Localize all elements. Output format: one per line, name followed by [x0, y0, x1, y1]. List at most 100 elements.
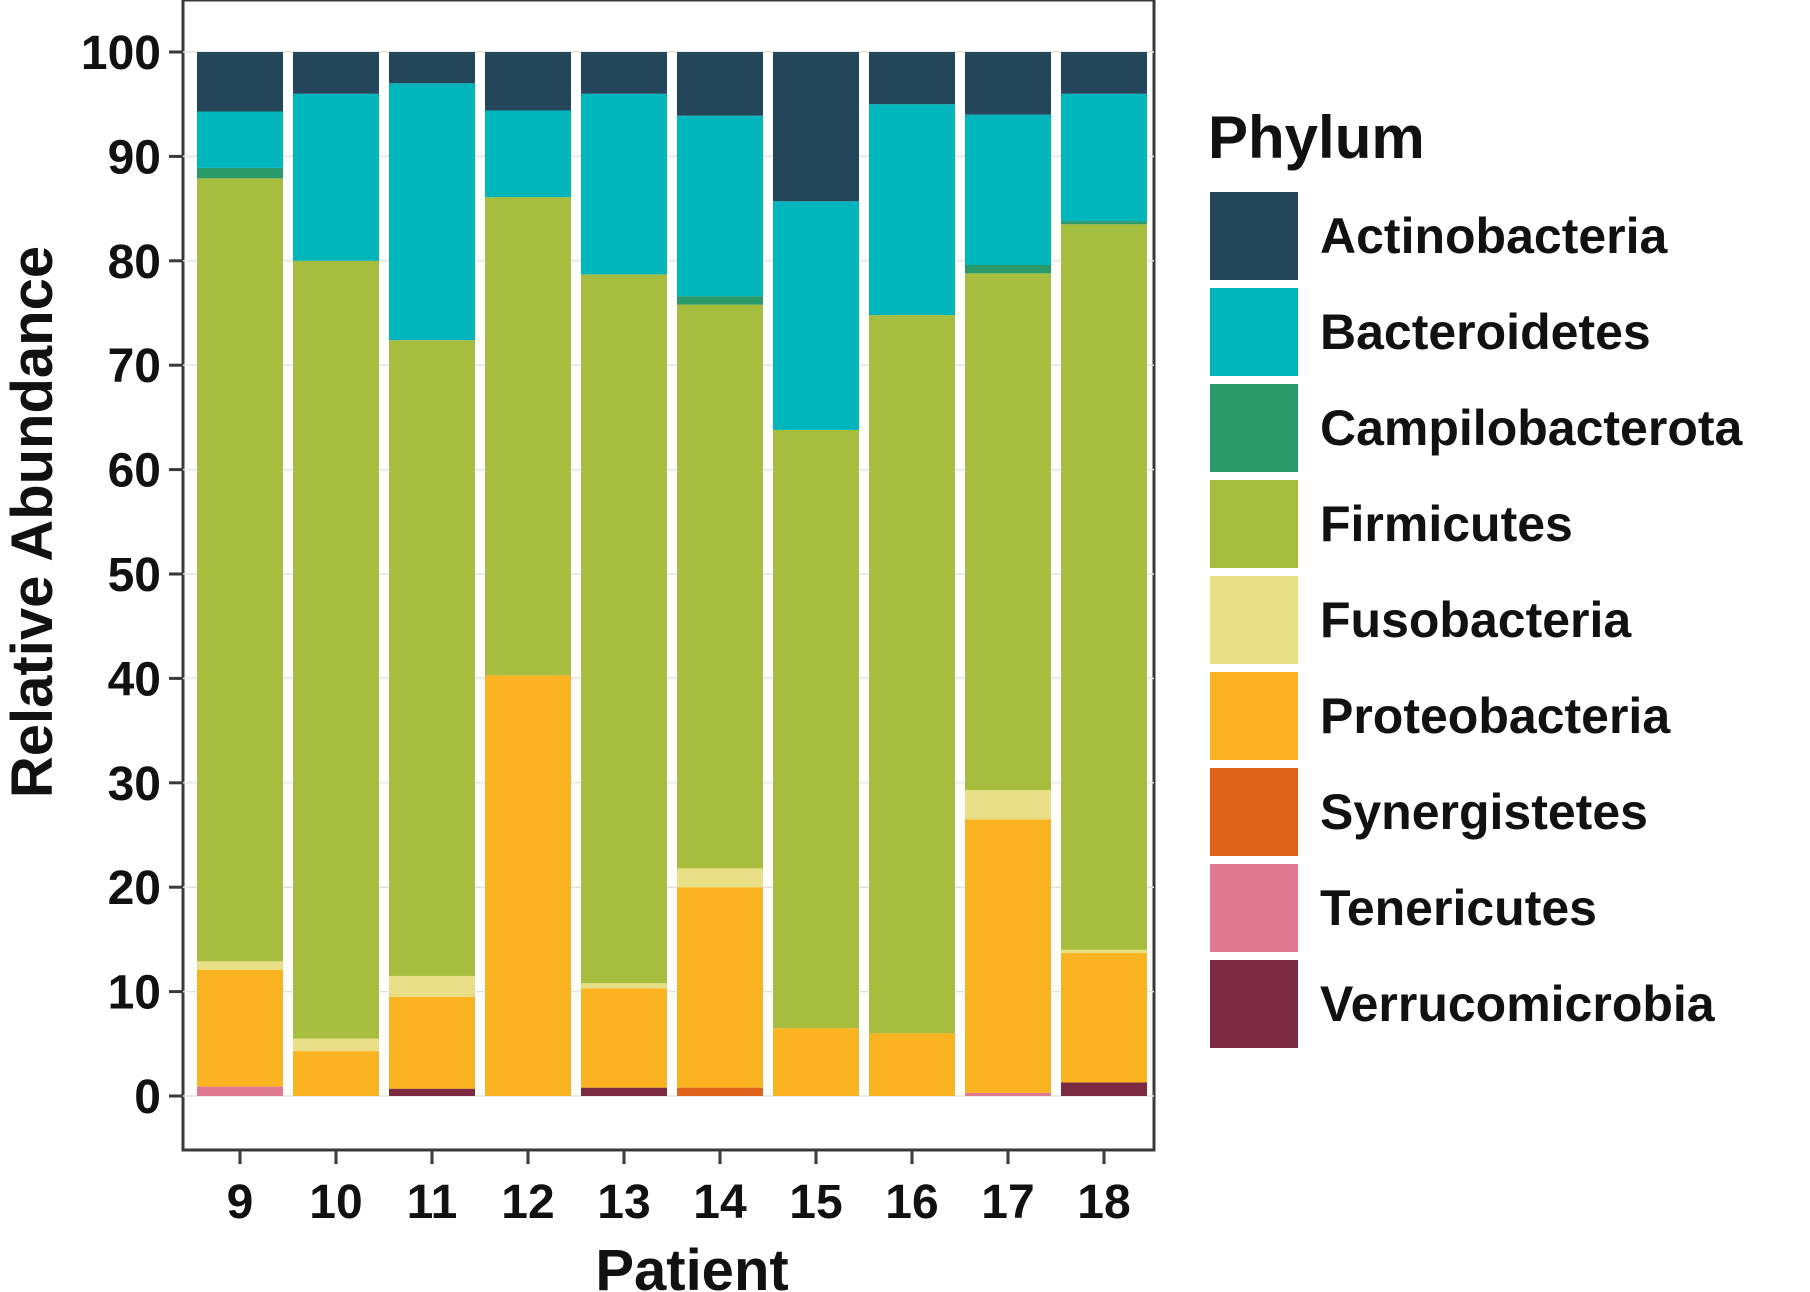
bar-segment-firmicutes: [389, 340, 475, 976]
bar-segment-tenericutes: [965, 1092, 1051, 1096]
bar-segment-proteobacteria: [485, 675, 571, 1096]
y-tick-label: 0: [134, 1071, 161, 1124]
y-tick-label: 40: [108, 653, 161, 706]
x-tick-label: 11: [407, 1176, 458, 1229]
bar-segment-fusobacteria: [581, 983, 667, 989]
bar-stack-patient-9: [197, 52, 283, 1096]
bar-segment-firmicutes: [1061, 224, 1147, 950]
bar-segment-campilobacterota: [965, 264, 1051, 274]
x-tick-label: 13: [597, 1176, 650, 1229]
legend-key: [1210, 672, 1298, 760]
legend-title: Phylum: [1208, 104, 1425, 171]
y-tick-label: 100: [81, 27, 161, 80]
bar-segment-bacteroidetes: [869, 104, 955, 316]
bar-stack-patient-17: [965, 52, 1051, 1096]
bar-segment-actinobacteria: [581, 52, 667, 94]
legend-key: [1210, 192, 1298, 280]
bar-segment-proteobacteria: [773, 1028, 859, 1096]
bar-segment-proteobacteria: [677, 887, 763, 1088]
bar-segment-firmicutes: [293, 260, 379, 1039]
y-axis-title: Relative Abundance: [0, 246, 65, 798]
x-axis-ticks: 9 10 11 12 13 14 15 16 17 18: [227, 1150, 1131, 1229]
bar-segment-fusobacteria: [389, 975, 475, 997]
bar-segment-bacteroidetes: [389, 83, 475, 341]
bar-stack-patient-11: [389, 52, 475, 1096]
bar-segment-actinobacteria: [869, 52, 955, 105]
bar-stack-patient-14: [677, 52, 763, 1096]
bar-segment-fusobacteria: [677, 868, 763, 888]
bar-segment-firmicutes: [581, 274, 667, 984]
legend-item-bacteroidetes: Bacteroidetes: [1210, 288, 1651, 376]
legend-label: Campilobacterota: [1320, 400, 1744, 456]
bar-segment-proteobacteria: [581, 988, 667, 1088]
bar-segment-actinobacteria: [965, 52, 1051, 115]
legend-item-verrucomicrobia: Verrucomicrobia: [1210, 960, 1716, 1048]
x-tick-label: 9: [227, 1176, 254, 1229]
bar-segment-fusobacteria: [293, 1038, 379, 1052]
bar-stack-patient-15: [773, 52, 859, 1096]
legend-key: [1210, 768, 1298, 856]
legend-label: Actinobacteria: [1320, 208, 1669, 264]
legend-key: [1210, 480, 1298, 568]
bars: [197, 52, 1147, 1096]
bar-segment-campilobacterota: [1061, 221, 1147, 225]
bar-segment-actinobacteria: [773, 52, 859, 202]
legend: Phylum Actinobacteria Bacteroidetes Campil…: [1208, 104, 1744, 1048]
plot-area: 0 10 20 30 40 50 60 70 80 90 100 9 10 11 12 13 14 15 16 17…: [81, 0, 1156, 1229]
bar-stack-patient-12: [485, 52, 571, 1096]
legend-label: Firmicutes: [1320, 496, 1573, 552]
bar-segment-firmicutes: [677, 304, 763, 869]
x-tick-label: 10: [309, 1176, 362, 1229]
y-tick-label: 20: [108, 862, 161, 915]
y-axis-ticks: 0 10 20 30 40 50 60 70 80 90 100: [81, 27, 183, 1124]
bar-segment-actinobacteria: [293, 52, 379, 94]
x-tick-label: 12: [501, 1176, 554, 1229]
y-tick-label: 50: [108, 549, 161, 602]
legend-key: [1210, 576, 1298, 664]
x-tick-label: 17: [981, 1176, 1034, 1229]
bar-segment-actinobacteria: [1061, 52, 1147, 94]
bar-segment-synergistetes: [677, 1087, 763, 1096]
bar-segment-firmicutes: [965, 273, 1051, 791]
legend-label: Tenericutes: [1320, 880, 1597, 936]
bar-segment-fusobacteria: [1061, 949, 1147, 953]
bar-segment-firmicutes: [485, 197, 571, 676]
legend-item-tenericutes: Tenericutes: [1210, 864, 1597, 952]
legend-key: [1210, 960, 1298, 1048]
bar-segment-proteobacteria: [389, 996, 475, 1089]
bar-stack-patient-18: [1061, 52, 1147, 1096]
bar-segment-actinobacteria: [485, 52, 571, 111]
bar-segment-proteobacteria: [965, 819, 1051, 1093]
y-tick-label: 80: [108, 236, 161, 289]
legend-item-campilobacterota: Campilobacterota: [1210, 384, 1744, 472]
bar-segment-bacteroidetes: [197, 111, 283, 168]
bar-segment-bacteroidetes: [965, 114, 1051, 265]
legend-label: Proteobacteria: [1320, 688, 1671, 744]
bar-stack-patient-10: [293, 52, 379, 1096]
bar-segment-tenericutes: [197, 1086, 283, 1096]
bar-segment-proteobacteria: [197, 969, 283, 1087]
x-tick-label: 18: [1077, 1176, 1130, 1229]
bar-segment-verrucomicrobia: [1061, 1082, 1147, 1096]
bar-segment-verrucomicrobia: [389, 1088, 475, 1096]
legend-key: [1210, 288, 1298, 376]
legend-item-actinobacteria: Actinobacteria: [1210, 192, 1669, 280]
bar-stack-patient-16: [869, 52, 955, 1096]
x-tick-label: 15: [789, 1176, 842, 1229]
bar-segment-firmicutes: [869, 315, 955, 1034]
bar-segment-campilobacterota: [677, 296, 763, 305]
legend-item-fusobacteria: Fusobacteria: [1210, 576, 1632, 664]
y-tick-label: 90: [108, 131, 161, 184]
x-tick-label: 16: [885, 1176, 938, 1229]
bar-segment-bacteroidetes: [677, 115, 763, 297]
legend-item-synergistetes: Synergistetes: [1210, 768, 1648, 856]
bar-segment-bacteroidetes: [581, 93, 667, 275]
bar-segment-bacteroidetes: [485, 110, 571, 198]
legend-item-proteobacteria: Proteobacteria: [1210, 672, 1671, 760]
bar-segment-proteobacteria: [869, 1033, 955, 1096]
y-tick-label: 10: [108, 967, 161, 1020]
legend-label: Verrucomicrobia: [1320, 976, 1716, 1032]
bar-segment-proteobacteria: [293, 1051, 379, 1096]
bar-segment-verrucomicrobia: [581, 1087, 667, 1096]
